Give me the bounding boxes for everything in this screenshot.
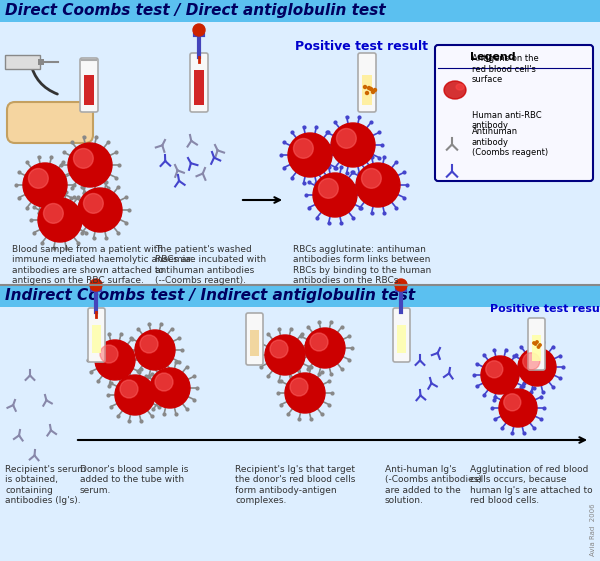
Text: Donor's blood sample is
added to the tube with
serum.: Donor's blood sample is added to the tub… xyxy=(80,465,188,495)
Bar xyxy=(194,70,204,105)
Circle shape xyxy=(38,198,82,242)
Bar xyxy=(0,285,600,307)
Ellipse shape xyxy=(456,84,464,90)
Text: Indirect Coombs test / Indirect antiglobulin test: Indirect Coombs test / Indirect antiglob… xyxy=(5,288,415,303)
Text: Recipient's serum
is obtained,
containing
antibodies (Ig's).: Recipient's serum is obtained, containin… xyxy=(5,465,86,505)
Text: Blood sample from a patient with
immune mediated haemolytic anaemia:
antibodies : Blood sample from a patient with immune … xyxy=(12,245,194,285)
Text: Positive test result: Positive test result xyxy=(295,40,428,53)
Text: Antihuman
antibody
(Coombs reagent): Antihuman antibody (Coombs reagent) xyxy=(472,127,548,157)
Circle shape xyxy=(319,178,338,198)
Circle shape xyxy=(361,168,382,188)
Circle shape xyxy=(193,24,205,36)
FancyBboxPatch shape xyxy=(190,53,208,112)
Bar xyxy=(362,75,372,105)
Circle shape xyxy=(356,163,400,207)
Circle shape xyxy=(305,328,345,368)
Circle shape xyxy=(373,90,377,94)
Circle shape xyxy=(150,368,190,408)
Circle shape xyxy=(533,346,535,348)
Circle shape xyxy=(518,348,556,386)
FancyBboxPatch shape xyxy=(435,45,593,181)
Bar xyxy=(397,325,406,353)
Circle shape xyxy=(536,345,538,347)
Circle shape xyxy=(499,389,537,427)
Circle shape xyxy=(395,279,407,291)
Bar xyxy=(5,55,40,69)
Circle shape xyxy=(78,188,122,232)
Circle shape xyxy=(23,163,67,207)
Circle shape xyxy=(95,340,135,380)
Text: Recipient's Ig's that target
the donor's red blood cells
form antibody-antigen
c: Recipient's Ig's that target the donor's… xyxy=(235,465,355,505)
Circle shape xyxy=(285,373,325,413)
Text: Agglutination of red blood
cells occurs, because
human Ig's are attached to
red : Agglutination of red blood cells occurs,… xyxy=(470,465,593,505)
Circle shape xyxy=(44,204,64,223)
Circle shape xyxy=(364,93,367,95)
Circle shape xyxy=(90,279,102,291)
Text: Antigens on the
red blood cell's
surface: Antigens on the red blood cell's surface xyxy=(472,54,539,84)
Circle shape xyxy=(74,149,94,168)
Bar xyxy=(0,0,600,22)
Circle shape xyxy=(365,88,368,90)
Text: Legend: Legend xyxy=(470,52,515,62)
Circle shape xyxy=(290,378,308,396)
Text: Anti-human Ig's
(­Coombs antibodies)
are added to the
solution.: Anti-human Ig's (­Coombs antibodies) are… xyxy=(385,465,482,505)
Circle shape xyxy=(337,128,356,148)
FancyBboxPatch shape xyxy=(80,58,98,112)
Circle shape xyxy=(140,335,158,353)
Circle shape xyxy=(68,143,112,187)
Circle shape xyxy=(486,361,503,378)
Bar xyxy=(532,335,541,361)
Circle shape xyxy=(331,123,375,167)
FancyBboxPatch shape xyxy=(88,308,105,362)
Circle shape xyxy=(371,88,374,90)
FancyBboxPatch shape xyxy=(393,308,410,362)
Circle shape xyxy=(370,88,373,90)
Circle shape xyxy=(313,173,357,217)
Circle shape xyxy=(270,340,288,358)
Text: Positive test result: Positive test result xyxy=(490,304,600,314)
Circle shape xyxy=(120,380,138,398)
Bar xyxy=(92,325,101,353)
Circle shape xyxy=(534,346,537,348)
Text: Avia Rad  2006: Avia Rad 2006 xyxy=(590,503,596,556)
Bar xyxy=(0,0,600,285)
Circle shape xyxy=(83,194,103,213)
FancyBboxPatch shape xyxy=(7,102,93,143)
Circle shape xyxy=(288,133,332,177)
Circle shape xyxy=(367,88,371,90)
Circle shape xyxy=(100,345,118,363)
Circle shape xyxy=(538,341,540,343)
Circle shape xyxy=(481,356,519,394)
Text: Human anti-RBC
antibody: Human anti-RBC antibody xyxy=(472,111,542,130)
FancyBboxPatch shape xyxy=(358,53,376,112)
Circle shape xyxy=(504,394,521,411)
Circle shape xyxy=(310,333,328,351)
Text: The patient's washed
RBCs are incubated with
antihuman antibodies
(­­Coombs reag: The patient's washed RBCs are incubated … xyxy=(155,245,266,285)
FancyBboxPatch shape xyxy=(528,318,545,370)
Ellipse shape xyxy=(444,81,466,99)
Text: RBCs agglutinate: antihuman
antibodies form links between
RBCs by binding to the: RBCs agglutinate: antihuman antibodies f… xyxy=(293,245,431,285)
Bar xyxy=(0,285,600,561)
Bar xyxy=(38,59,44,65)
Bar xyxy=(84,75,94,105)
Circle shape xyxy=(29,168,49,188)
Circle shape xyxy=(523,353,540,370)
Circle shape xyxy=(135,330,175,370)
Circle shape xyxy=(293,139,313,158)
Bar xyxy=(250,330,259,356)
Circle shape xyxy=(115,375,155,415)
Circle shape xyxy=(265,335,305,375)
Circle shape xyxy=(539,342,541,344)
Text: Direct Coombs test / Direct antiglobulin test: Direct Coombs test / Direct antiglobulin… xyxy=(5,3,386,18)
Circle shape xyxy=(155,373,173,391)
FancyBboxPatch shape xyxy=(246,313,263,365)
